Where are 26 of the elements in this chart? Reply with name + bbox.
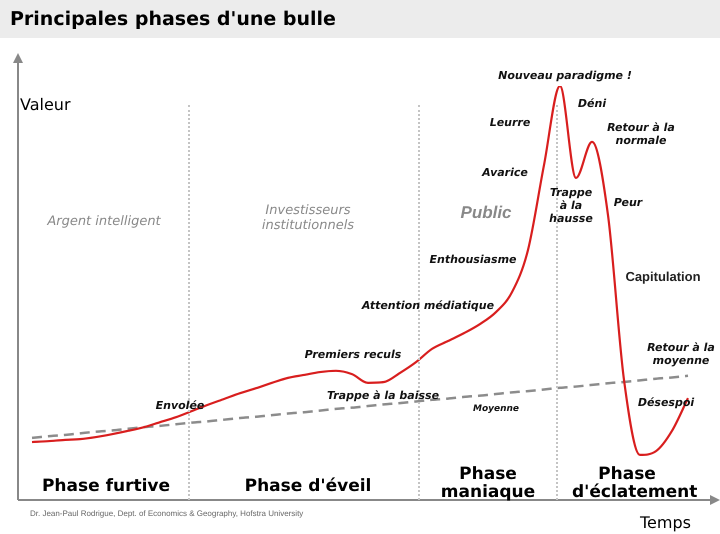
annotation: Argent intelligent — [46, 214, 162, 229]
annotation: Phase maniaque — [440, 464, 536, 502]
annotation: Leurre — [488, 116, 532, 129]
annotation: Retour à la moyenne — [646, 341, 716, 367]
annotation: Trappe à la baisse — [326, 389, 440, 402]
annotation: Phase furtive — [40, 476, 172, 496]
annotation: Peur — [612, 196, 644, 209]
annotation: Envolée — [154, 399, 206, 412]
annotation: Phase d'éclatement — [572, 464, 698, 502]
annotation: Trappe à la hausse — [548, 186, 594, 225]
annotation: Déni — [576, 97, 608, 110]
annotation: Premiers reculs — [304, 348, 402, 361]
annotation: Investisseurs institutionnels — [260, 203, 356, 233]
annotation: Attention médiatique — [360, 299, 496, 312]
text: Nouveau paradigme ! — [497, 69, 633, 82]
annotation: Capitulation — [624, 269, 702, 284]
annotation: Public — [459, 203, 512, 223]
x-axis-title: Temps — [640, 512, 691, 534]
text: Dr. Jean-Paul Rodrigue, Dept. of Economics & Geography, Hofstra University — [30, 509, 304, 518]
annotation: Retour à la normale — [606, 121, 676, 147]
annotation: Phase d'éveil — [244, 476, 372, 496]
annotation: Enthousiasme — [428, 253, 518, 266]
chart-title: Principales phases d'une bulle — [0, 0, 720, 38]
annotation: Avarice — [480, 166, 529, 179]
y-axis-title: Valeur — [20, 94, 71, 116]
series-label: Moyenne — [472, 404, 520, 414]
